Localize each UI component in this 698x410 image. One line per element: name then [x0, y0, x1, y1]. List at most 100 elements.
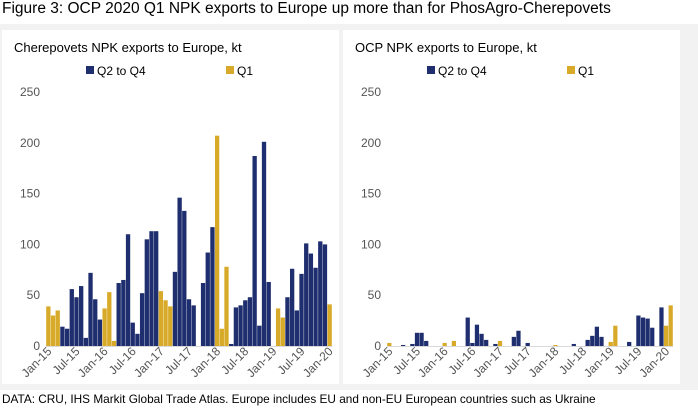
bar: [294, 310, 299, 346]
x-tick-label: Jan-18: [526, 344, 562, 380]
bar: [608, 341, 613, 346]
bar: [83, 337, 89, 346]
legend-label-q2-to-q4: Q2 to Q4: [97, 64, 146, 78]
bar: [585, 339, 590, 346]
bar: [233, 307, 239, 346]
x-tick-label: Jan-20: [636, 344, 672, 380]
x-tick-label: Jan-19: [581, 344, 617, 380]
bar: [308, 253, 314, 346]
x-tick-label: Jan-19: [244, 344, 280, 380]
bar: [493, 343, 498, 346]
y-tick-label: 100: [20, 237, 40, 251]
chart-legend: Q2 to Q4 Q1: [427, 64, 594, 78]
bar: [210, 227, 215, 346]
bar: [144, 239, 149, 346]
bar: [659, 307, 664, 346]
bar: [214, 135, 220, 346]
bar: [177, 197, 182, 346]
bar: [525, 342, 530, 346]
bar: [451, 340, 457, 346]
bar: [247, 297, 253, 346]
bar: [299, 273, 304, 346]
legend-swatch-q1: [567, 66, 575, 74]
bar: [149, 231, 154, 346]
bar: [102, 308, 107, 346]
bar: [599, 336, 604, 346]
bar: [139, 293, 145, 346]
bar: [130, 322, 135, 346]
bar: [121, 279, 126, 346]
bar: [553, 344, 558, 346]
y-tick-label: 150: [361, 187, 381, 201]
bar: [613, 325, 618, 346]
bar: [289, 268, 295, 346]
bar: [594, 326, 600, 346]
bar: [474, 324, 480, 346]
bar: [266, 281, 271, 346]
bar: [64, 328, 70, 346]
bar: [627, 341, 632, 346]
bar: [88, 272, 93, 346]
chart-legend: Q2 to Q4 Q1: [86, 64, 253, 78]
bar: [46, 306, 51, 346]
bar: [93, 299, 98, 346]
x-tick-label: Jan-20: [300, 344, 336, 380]
y-tick-label: 200: [361, 136, 381, 150]
bar: [182, 210, 187, 346]
bar: [219, 328, 224, 346]
ocp-chart-svg: Q2 to Q4 Q1050100150200250Jan-15Jul-15Jan…: [360, 64, 673, 380]
y-tick-label: 150: [20, 187, 40, 201]
bar: [668, 305, 673, 346]
bar: [410, 343, 415, 346]
bar: [304, 243, 309, 346]
bar: [516, 330, 521, 346]
bar: [285, 297, 290, 346]
bar: [419, 332, 424, 346]
bar: [200, 283, 206, 346]
bar: [154, 231, 159, 346]
x-tick-label: Jan-18: [187, 344, 223, 380]
bar: [261, 141, 267, 346]
bar: [69, 289, 74, 346]
bar: [55, 310, 60, 346]
bar: [327, 304, 332, 346]
bar: [442, 342, 447, 346]
bar: [97, 319, 103, 346]
cherepovets-chart-title: Cherepovets NPK exports to Europe, kt: [14, 40, 242, 55]
x-tick-label: Jan-17: [470, 344, 506, 380]
x-tick-label: Jan-17: [131, 344, 167, 380]
cherepovets-chart-svg: Q2 to Q4 Q1050100150200250Jan-15Jul-15Jan…: [19, 64, 336, 380]
bar: [257, 325, 262, 346]
bar: [111, 340, 117, 346]
bar: [650, 327, 655, 346]
y-tick-label: 200: [20, 136, 40, 150]
bar: [318, 241, 323, 346]
y-tick-label: 250: [361, 85, 381, 99]
bar: [163, 300, 168, 346]
bar: [243, 300, 248, 346]
bar: [401, 344, 406, 346]
bar: [470, 342, 475, 346]
y-tick-label: 50: [27, 288, 41, 302]
bar: [636, 315, 641, 346]
bar: [424, 340, 429, 346]
bar: [135, 333, 140, 346]
bar: [125, 234, 131, 346]
legend-swatch-q2-to-q4: [86, 66, 94, 74]
ocp-chart-title: OCP NPK exports to Europe, kt: [355, 40, 537, 55]
bar: [191, 305, 196, 346]
legend-swatch-q1: [226, 66, 234, 74]
bar: [322, 244, 328, 346]
bar: [484, 339, 489, 346]
legend-label-q2-to-q4: Q2 to Q4: [438, 64, 487, 78]
x-tick-label: Jan-16: [75, 344, 111, 380]
bar: [571, 343, 576, 346]
bar: [107, 292, 112, 346]
cherepovets-chart-panel: Cherepovets NPK exports to Europe, kt Q2…: [2, 30, 339, 384]
bar: [590, 335, 595, 346]
chart-panels: Cherepovets NPK exports to Europe, kt Q2…: [0, 24, 698, 390]
bar: [205, 252, 210, 346]
bar: [79, 286, 84, 346]
legend-swatch-q2-to-q4: [427, 66, 435, 74]
figure-title: Figure 3: OCP 2020 Q1 NPK exports to Eur…: [2, 0, 611, 17]
